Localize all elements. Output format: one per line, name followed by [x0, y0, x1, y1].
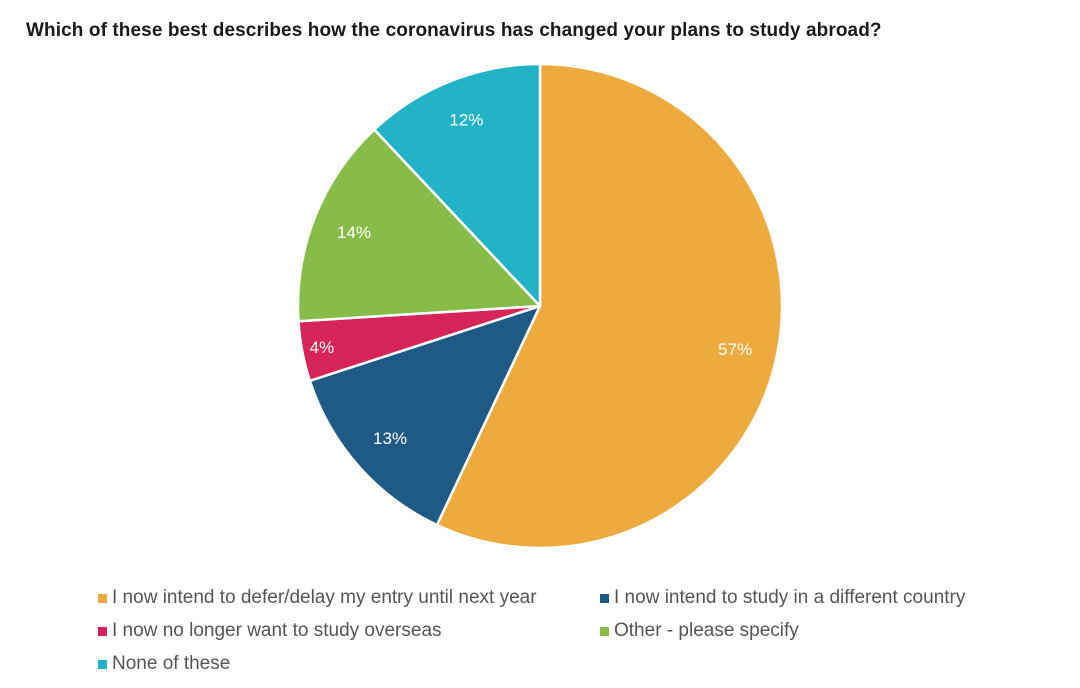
- legend-swatch: [600, 626, 609, 636]
- legend-label: I now intend to study in a different cou…: [614, 587, 966, 608]
- legend-label: None of these: [112, 653, 231, 674]
- legend-label: Other - please specify: [614, 620, 799, 641]
- legend-swatch: [98, 593, 107, 603]
- legend-swatch: [600, 593, 609, 603]
- slice-other-label: 14%: [337, 223, 371, 242]
- slice-defer-next-year-label: 57%: [718, 340, 752, 359]
- legend-item-no-longer-overseas: I now no longer want to study overseas: [98, 620, 442, 642]
- legend-item-defer-next-year: I now intend to defer/delay my entry unt…: [98, 587, 537, 609]
- slice-no-longer-overseas-label: 4%: [310, 338, 335, 357]
- slice-other: [296, 128, 542, 323]
- legend-item-other: Other - please specify: [600, 620, 799, 642]
- legend-item-different-country: I now intend to study in a different cou…: [600, 587, 965, 609]
- chart-title: Which of these best describes how the co…: [26, 20, 882, 41]
- legend-item-none-of-these: None of these: [98, 653, 230, 675]
- slice-different-country: [308, 304, 542, 527]
- slice-different-country-label: 13%: [373, 429, 407, 448]
- pie-chart: 57% 13% 4% 14% 12%: [296, 62, 784, 550]
- legend-swatch: [98, 659, 107, 669]
- legend-label: I now intend to defer/delay my entry unt…: [112, 587, 537, 608]
- slice-none-of-these: [373, 62, 542, 308]
- slice-none-of-these-label: 12%: [449, 111, 483, 130]
- slice-defer-next-year: [435, 62, 784, 550]
- legend-swatch: [98, 626, 107, 636]
- legend-label: I now no longer want to study overseas: [112, 620, 442, 641]
